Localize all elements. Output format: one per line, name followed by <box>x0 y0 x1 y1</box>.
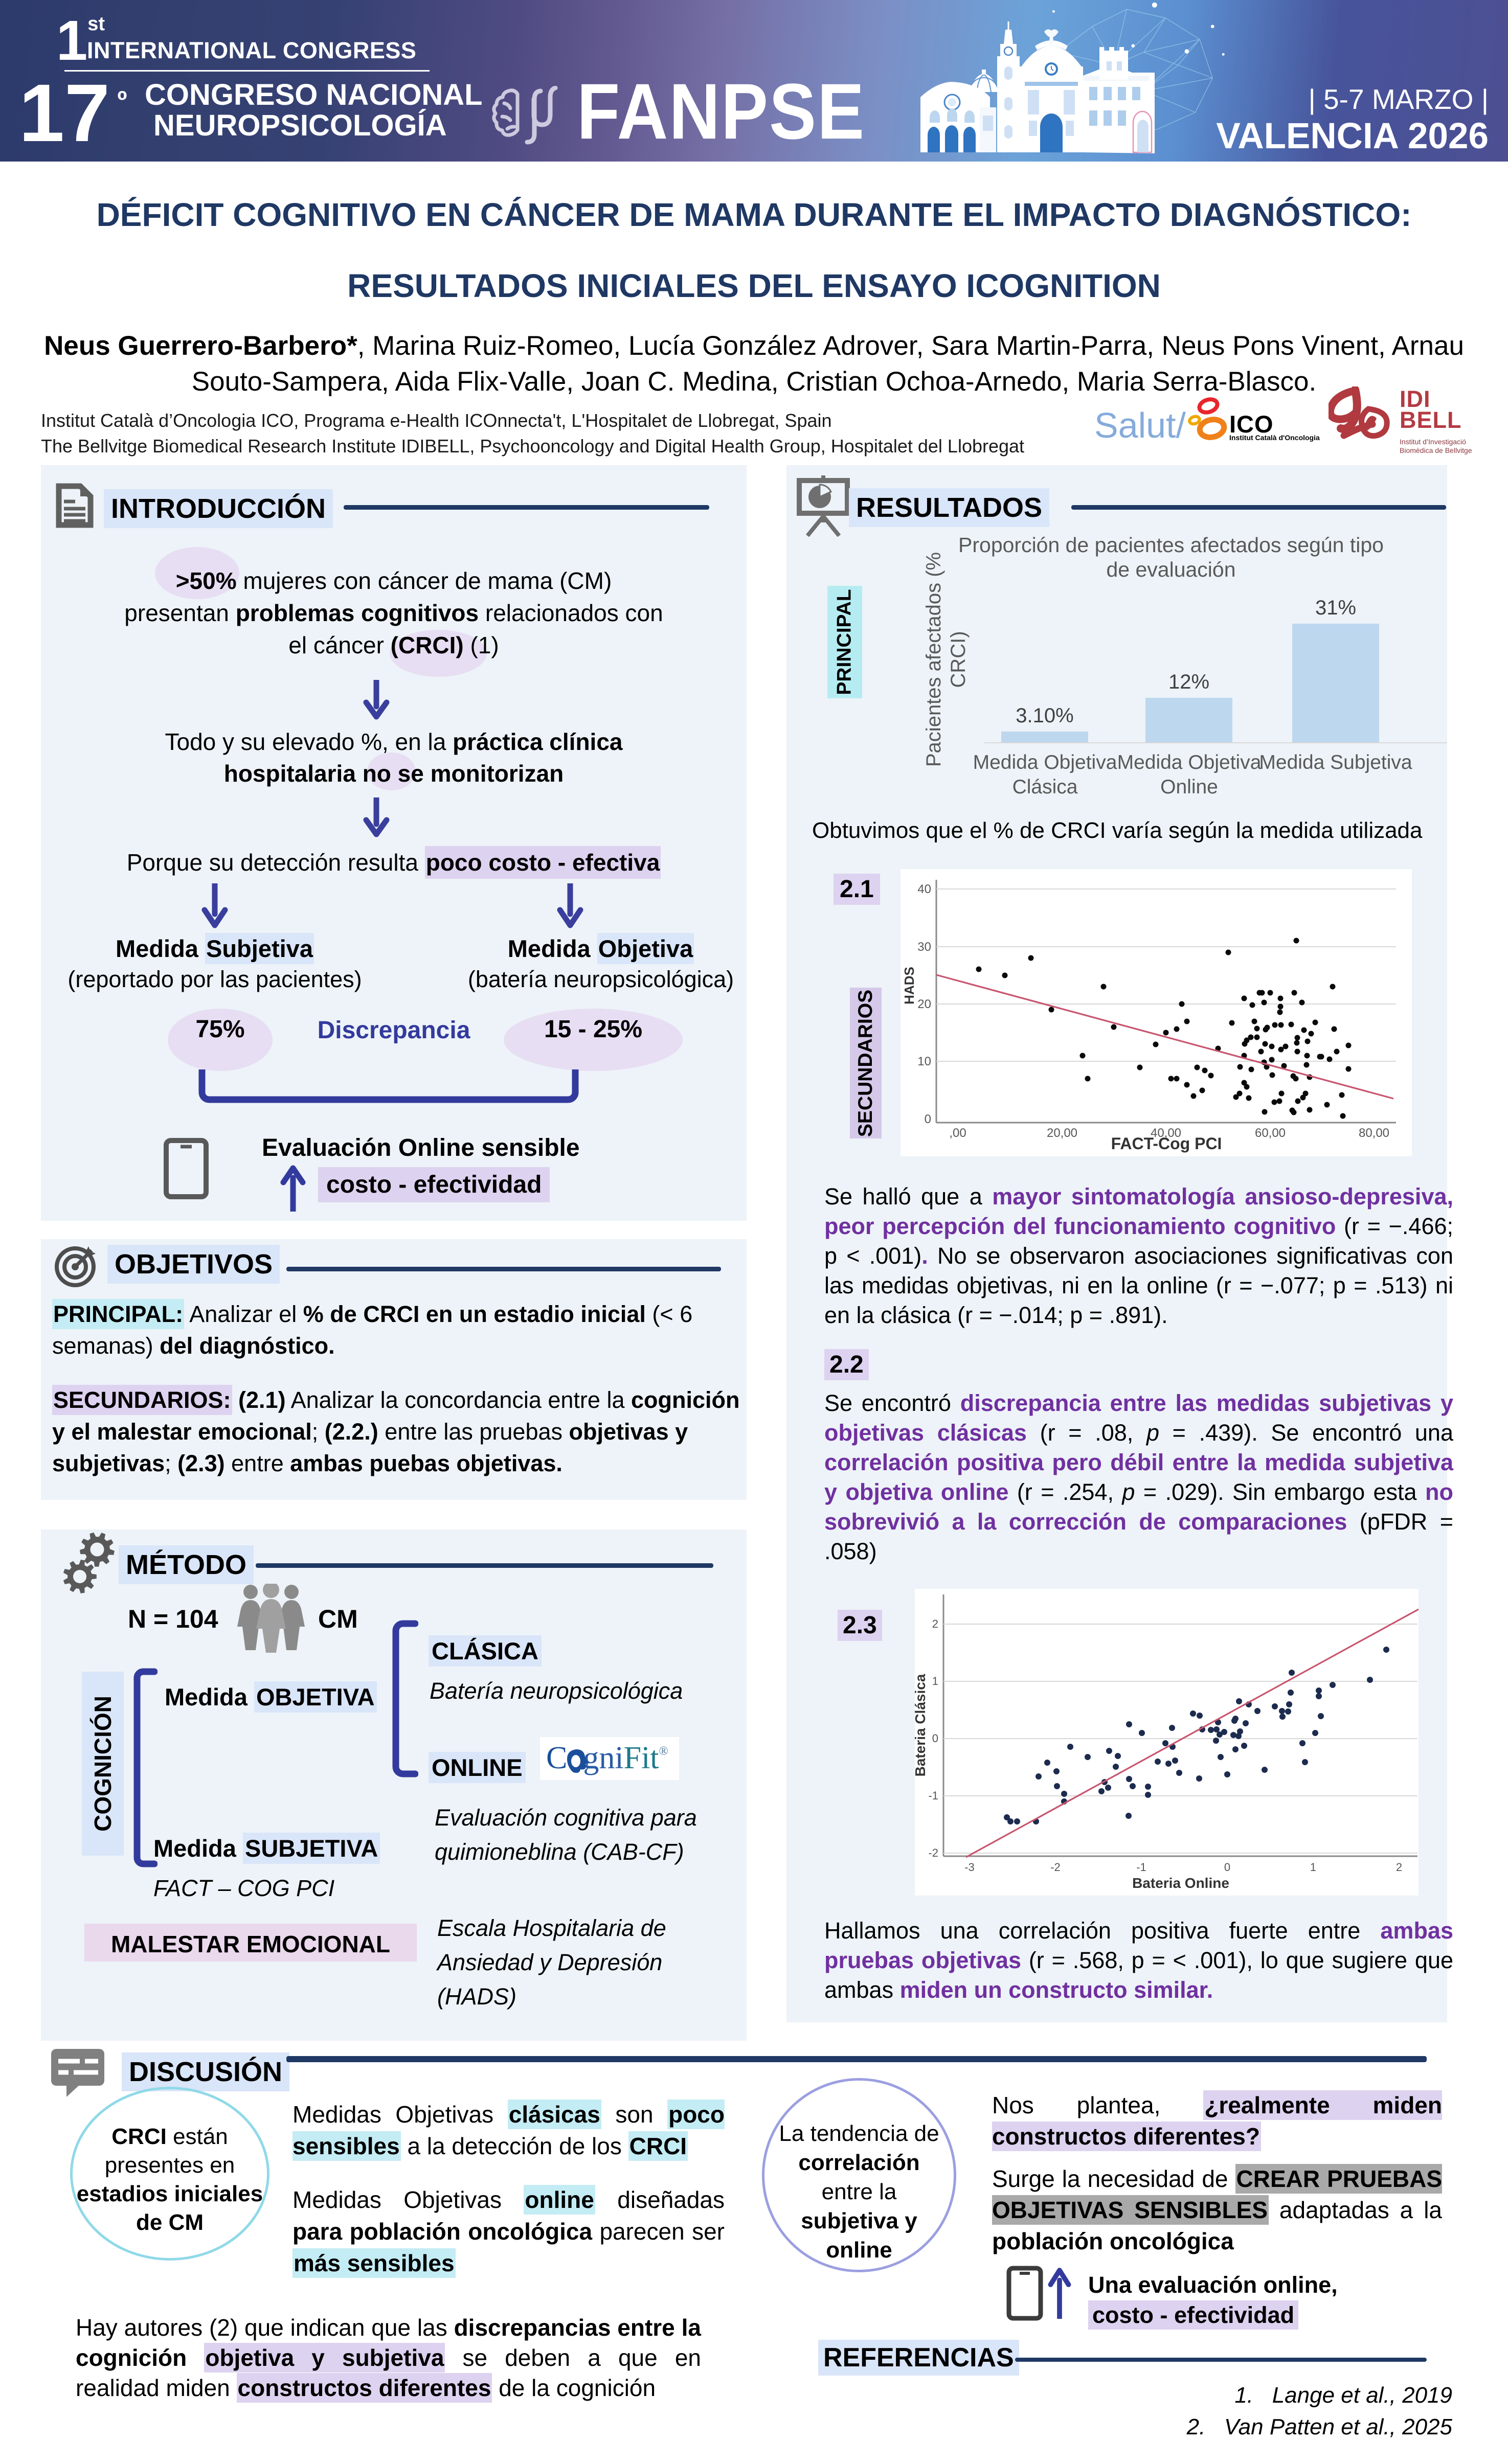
svg-text:0: 0 <box>925 1112 931 1126</box>
svg-text:0: 0 <box>1224 1861 1230 1874</box>
svg-text:80,00: 80,00 <box>1359 1126 1389 1140</box>
svg-text:30: 30 <box>917 940 931 954</box>
svg-text:Bateria Clásica: Bateria Clásica <box>915 1674 928 1776</box>
svg-text:40: 40 <box>917 882 931 896</box>
svg-text:1: 1 <box>1310 1861 1316 1874</box>
svg-text:20: 20 <box>917 997 931 1011</box>
svg-text:-2: -2 <box>1050 1861 1061 1874</box>
svg-text:-1: -1 <box>1136 1861 1146 1874</box>
svg-text:-2: -2 <box>928 1846 938 1859</box>
svg-text:1: 1 <box>932 1675 938 1687</box>
svg-text:,00: ,00 <box>949 1126 966 1140</box>
svg-text:0: 0 <box>932 1732 938 1745</box>
svg-text:-1: -1 <box>928 1789 938 1802</box>
svg-text:Bateria Online: Bateria Online <box>1132 1875 1229 1891</box>
svg-text:-3: -3 <box>964 1861 975 1874</box>
svg-text:60,00: 60,00 <box>1255 1126 1286 1140</box>
svg-text:10: 10 <box>917 1055 931 1068</box>
svg-text:40,00: 40,00 <box>1151 1126 1181 1140</box>
svg-text:FACT-Cog PCI: FACT-Cog PCI <box>1111 1134 1222 1153</box>
svg-text:HADS: HADS <box>902 967 917 1005</box>
svg-text:2: 2 <box>932 1617 938 1630</box>
svg-text:2: 2 <box>1396 1861 1402 1874</box>
svg-text:20,00: 20,00 <box>1047 1126 1077 1140</box>
